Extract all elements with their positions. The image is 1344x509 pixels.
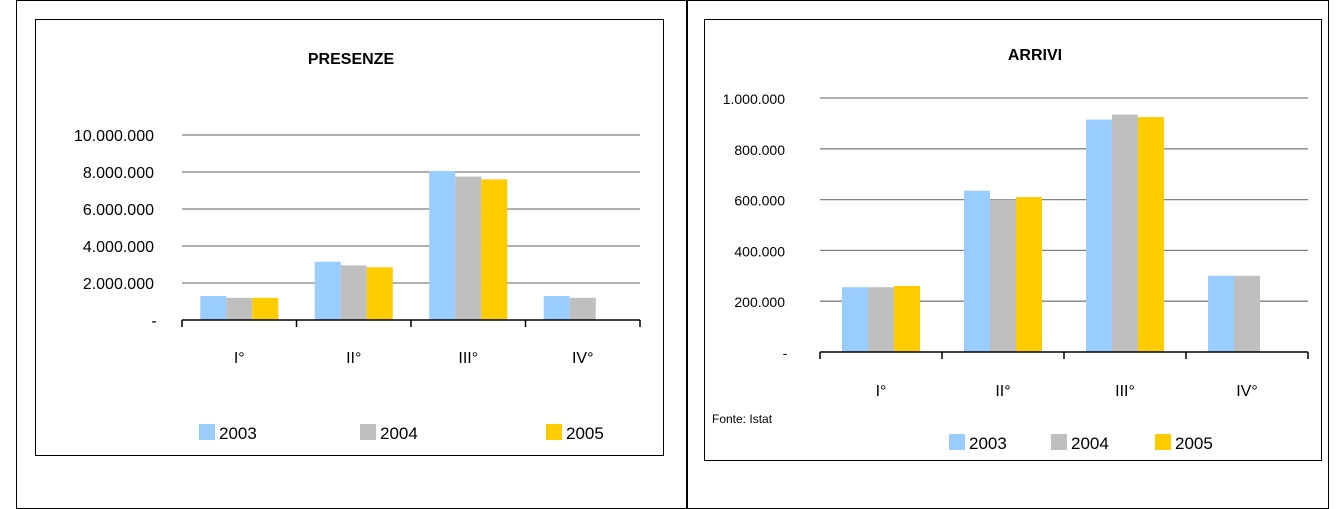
bar-2004-3 [1112,114,1138,352]
bar-2005-1 [894,285,920,352]
source-note: Fonte: Istat [712,412,773,426]
chart-title: PRESENZE [308,51,395,68]
x-tick-label: III° [1115,383,1135,400]
bar-2003-4 [543,295,570,320]
y-tick-label: 10.000.000 [74,128,154,145]
bar-2003-3 [429,171,456,320]
x-tick-label: IV° [1236,383,1258,400]
bar-2004-1 [868,287,894,352]
arrivi-chart: ARRIVI - 200.000 400.000 600.000 800.000 1.000… [712,47,1309,453]
bar-2003-1 [200,295,227,320]
bar-2004-2 [990,199,1016,352]
y-tick-label: 600.000 [734,193,785,209]
y-tick-label: 800.000 [734,142,785,158]
x-tick-label: II° [346,350,361,367]
y-tick-label: 400.000 [734,243,785,259]
y-tick-label: 8.000.000 [83,165,154,182]
y-tick-label: 2.000.000 [83,276,154,293]
bar-2004-1 [226,297,253,320]
bar-2004-4 [569,297,596,320]
chart-title: ARRIVI [1008,47,1062,64]
bar-2004-4 [1234,275,1260,352]
y-tick-label: - [151,313,156,330]
bar-2003-1 [842,287,868,352]
bar-2003-2 [314,261,341,320]
legend-label-2003: 2003 [969,434,1007,453]
legend-swatch-2003 [949,434,965,450]
bar-2005-1 [252,297,279,320]
y-tick-label: 1.000.000 [723,91,785,107]
bar-2003-3 [1086,119,1112,352]
legend-swatch-2004 [1051,434,1067,450]
legend-label-2005: 2005 [566,424,604,443]
legend-swatch-2003 [199,424,215,440]
bar-2005-3 [481,179,508,320]
bar-2004-3 [455,176,482,320]
x-tick-label: II° [995,383,1010,400]
arrivi-chart-panel: ARRIVI - 200.000 400.000 600.000 800.000 1.000… [704,19,1322,461]
legend-swatch-2005 [546,424,562,440]
y-tick-label: 6.000.000 [83,202,154,219]
bar-2005-2 [1016,197,1042,352]
bar-2004-2 [340,265,367,320]
legend-swatch-2005 [1155,434,1171,450]
x-tick-label: III° [458,350,478,367]
presenze-chart-panel: PRESENZE - 2.000.000 4.000.000 6.000.000 8.00… [35,19,664,456]
bar-2003-4 [1208,275,1234,352]
bar-2003-2 [964,190,990,352]
legend-label-2004: 2004 [1071,434,1109,453]
x-tick-label: I° [876,383,887,400]
y-tick-label: 200.000 [734,294,785,310]
y-tick-label: - [783,345,788,361]
x-tick-label: I° [234,350,245,367]
bar-2005-3 [1138,117,1164,352]
presenze-chart: PRESENZE - 2.000.000 4.000.000 6.000.000 8.00… [74,51,641,443]
x-tick-label: IV° [572,350,594,367]
legend-swatch-2004 [360,424,376,440]
legend-label-2004: 2004 [380,424,418,443]
legend-label-2005: 2005 [1175,434,1213,453]
bar-2005-2 [366,267,393,320]
legend-label-2003: 2003 [219,424,257,443]
y-tick-label: 4.000.000 [83,239,154,256]
